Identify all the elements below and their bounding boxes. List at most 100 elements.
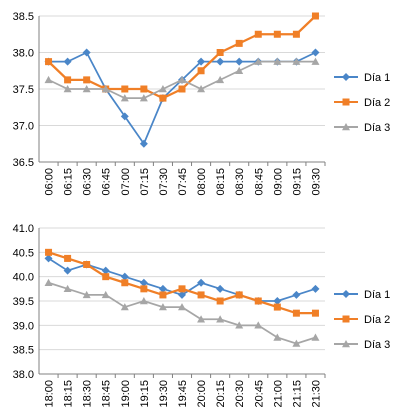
chart-morning: 38.5 38.0 37.5 37.0 36.5 06:00 06:15 06:30 06:45… bbox=[13, 11, 391, 196]
data-point bbox=[101, 85, 110, 93]
data-point bbox=[63, 284, 72, 293]
x-tick-label: 06:45 bbox=[101, 168, 113, 196]
legend-marker bbox=[342, 98, 350, 106]
x-tick-label: 06:00 bbox=[44, 168, 56, 196]
legend-label: Día 3 bbox=[364, 122, 390, 134]
y-tick-label: 41.0 bbox=[13, 223, 34, 235]
data-point bbox=[139, 139, 148, 148]
x-tick-label: 18:15 bbox=[63, 380, 75, 408]
data-point bbox=[254, 57, 263, 65]
x-tick-label: 09:30 bbox=[310, 168, 322, 196]
x-tick-label: 09:15 bbox=[291, 168, 303, 196]
data-point bbox=[121, 279, 129, 287]
data-point bbox=[158, 284, 167, 293]
y-tick-label: 38.5 bbox=[13, 11, 34, 23]
legend-marker bbox=[342, 340, 350, 348]
data-point bbox=[273, 30, 281, 38]
data-point bbox=[101, 266, 110, 275]
legend-label: Día 2 bbox=[364, 97, 390, 109]
data-point bbox=[64, 76, 72, 84]
data-point bbox=[178, 303, 186, 311]
data-point bbox=[159, 291, 167, 299]
data-point bbox=[235, 57, 244, 66]
data-point bbox=[44, 254, 53, 263]
legend-label: Día 3 bbox=[364, 339, 390, 351]
data-point bbox=[139, 94, 148, 102]
chart-evening: 41.0 40.5 40.0 39.5 39.0 38.5 38.0 18:00 18:15 18… bbox=[13, 223, 391, 408]
data-point bbox=[311, 333, 320, 341]
data-point bbox=[292, 30, 300, 38]
data-point bbox=[254, 321, 263, 329]
x-tick-label: 18:30 bbox=[82, 380, 94, 408]
x-tick-label: 18:45 bbox=[101, 380, 113, 408]
data-point bbox=[311, 57, 320, 65]
data-point bbox=[235, 291, 243, 299]
x-tick-label: 20:15 bbox=[215, 380, 227, 408]
y-tick-label: 39.5 bbox=[13, 296, 34, 308]
x-tick-label: 07:15 bbox=[139, 168, 151, 196]
data-point bbox=[197, 85, 206, 93]
x-tick-label: 08:00 bbox=[196, 168, 208, 196]
data-point bbox=[159, 94, 167, 102]
data-point bbox=[197, 315, 206, 323]
x-tick-label: 19:00 bbox=[120, 380, 132, 408]
data-point bbox=[311, 284, 320, 293]
data-point bbox=[292, 57, 301, 65]
legend-item: Día 1 bbox=[334, 289, 390, 301]
data-point bbox=[120, 303, 129, 311]
data-point bbox=[178, 285, 186, 293]
data-point bbox=[102, 273, 110, 281]
data-point bbox=[83, 261, 91, 268]
data-point bbox=[292, 290, 301, 299]
data-point bbox=[292, 339, 301, 347]
x-tick-label: 21:00 bbox=[272, 380, 284, 408]
data-point bbox=[120, 94, 129, 102]
data-point bbox=[63, 266, 72, 275]
data-point bbox=[273, 297, 282, 305]
x-tick-label: 19:15 bbox=[139, 380, 151, 408]
data-point bbox=[158, 303, 167, 311]
x-tick-label: 20:45 bbox=[253, 380, 265, 408]
data-point bbox=[216, 284, 225, 293]
x-tick-label: 08:30 bbox=[234, 168, 246, 196]
legend-marker bbox=[342, 123, 350, 131]
legend-item: Día 3 bbox=[334, 339, 390, 351]
data-point bbox=[83, 76, 91, 84]
data-point bbox=[82, 290, 91, 299]
data-point bbox=[197, 67, 205, 75]
data-point bbox=[139, 297, 148, 305]
legend-marker bbox=[342, 73, 350, 81]
data-point bbox=[121, 85, 129, 93]
data-point bbox=[197, 278, 206, 287]
data-point bbox=[216, 315, 225, 323]
legend-item: Día 3 bbox=[334, 122, 390, 134]
data-point bbox=[216, 57, 225, 66]
data-point bbox=[82, 48, 91, 57]
data-point bbox=[139, 278, 148, 287]
data-point bbox=[140, 85, 148, 93]
legend-item: Día 1 bbox=[334, 72, 390, 84]
data-point bbox=[178, 75, 186, 84]
data-point bbox=[273, 333, 282, 341]
data-point bbox=[311, 12, 319, 20]
legend-marker bbox=[342, 315, 350, 323]
y-tick-label: 38.5 bbox=[13, 345, 34, 357]
data-point bbox=[216, 297, 224, 305]
data-point bbox=[254, 30, 262, 38]
x-tick-label: 20:30 bbox=[234, 380, 246, 408]
y-tick-label: 40.5 bbox=[13, 247, 34, 259]
x-tick-label: 18:00 bbox=[44, 380, 56, 408]
y-tick-label: 37.5 bbox=[13, 84, 34, 96]
data-point bbox=[178, 85, 186, 93]
data-point bbox=[44, 75, 53, 84]
data-point bbox=[120, 112, 129, 121]
x-tick-label: 07:00 bbox=[120, 168, 132, 196]
data-point bbox=[64, 254, 72, 262]
x-tick-label: 19:45 bbox=[177, 380, 189, 408]
x-tick-label: 21:15 bbox=[291, 380, 303, 408]
x-tick-label: 20:00 bbox=[196, 380, 208, 408]
data-point bbox=[273, 303, 281, 311]
data-point bbox=[101, 290, 110, 299]
data-point bbox=[82, 85, 91, 93]
x-tick-label: 19:30 bbox=[158, 380, 170, 408]
